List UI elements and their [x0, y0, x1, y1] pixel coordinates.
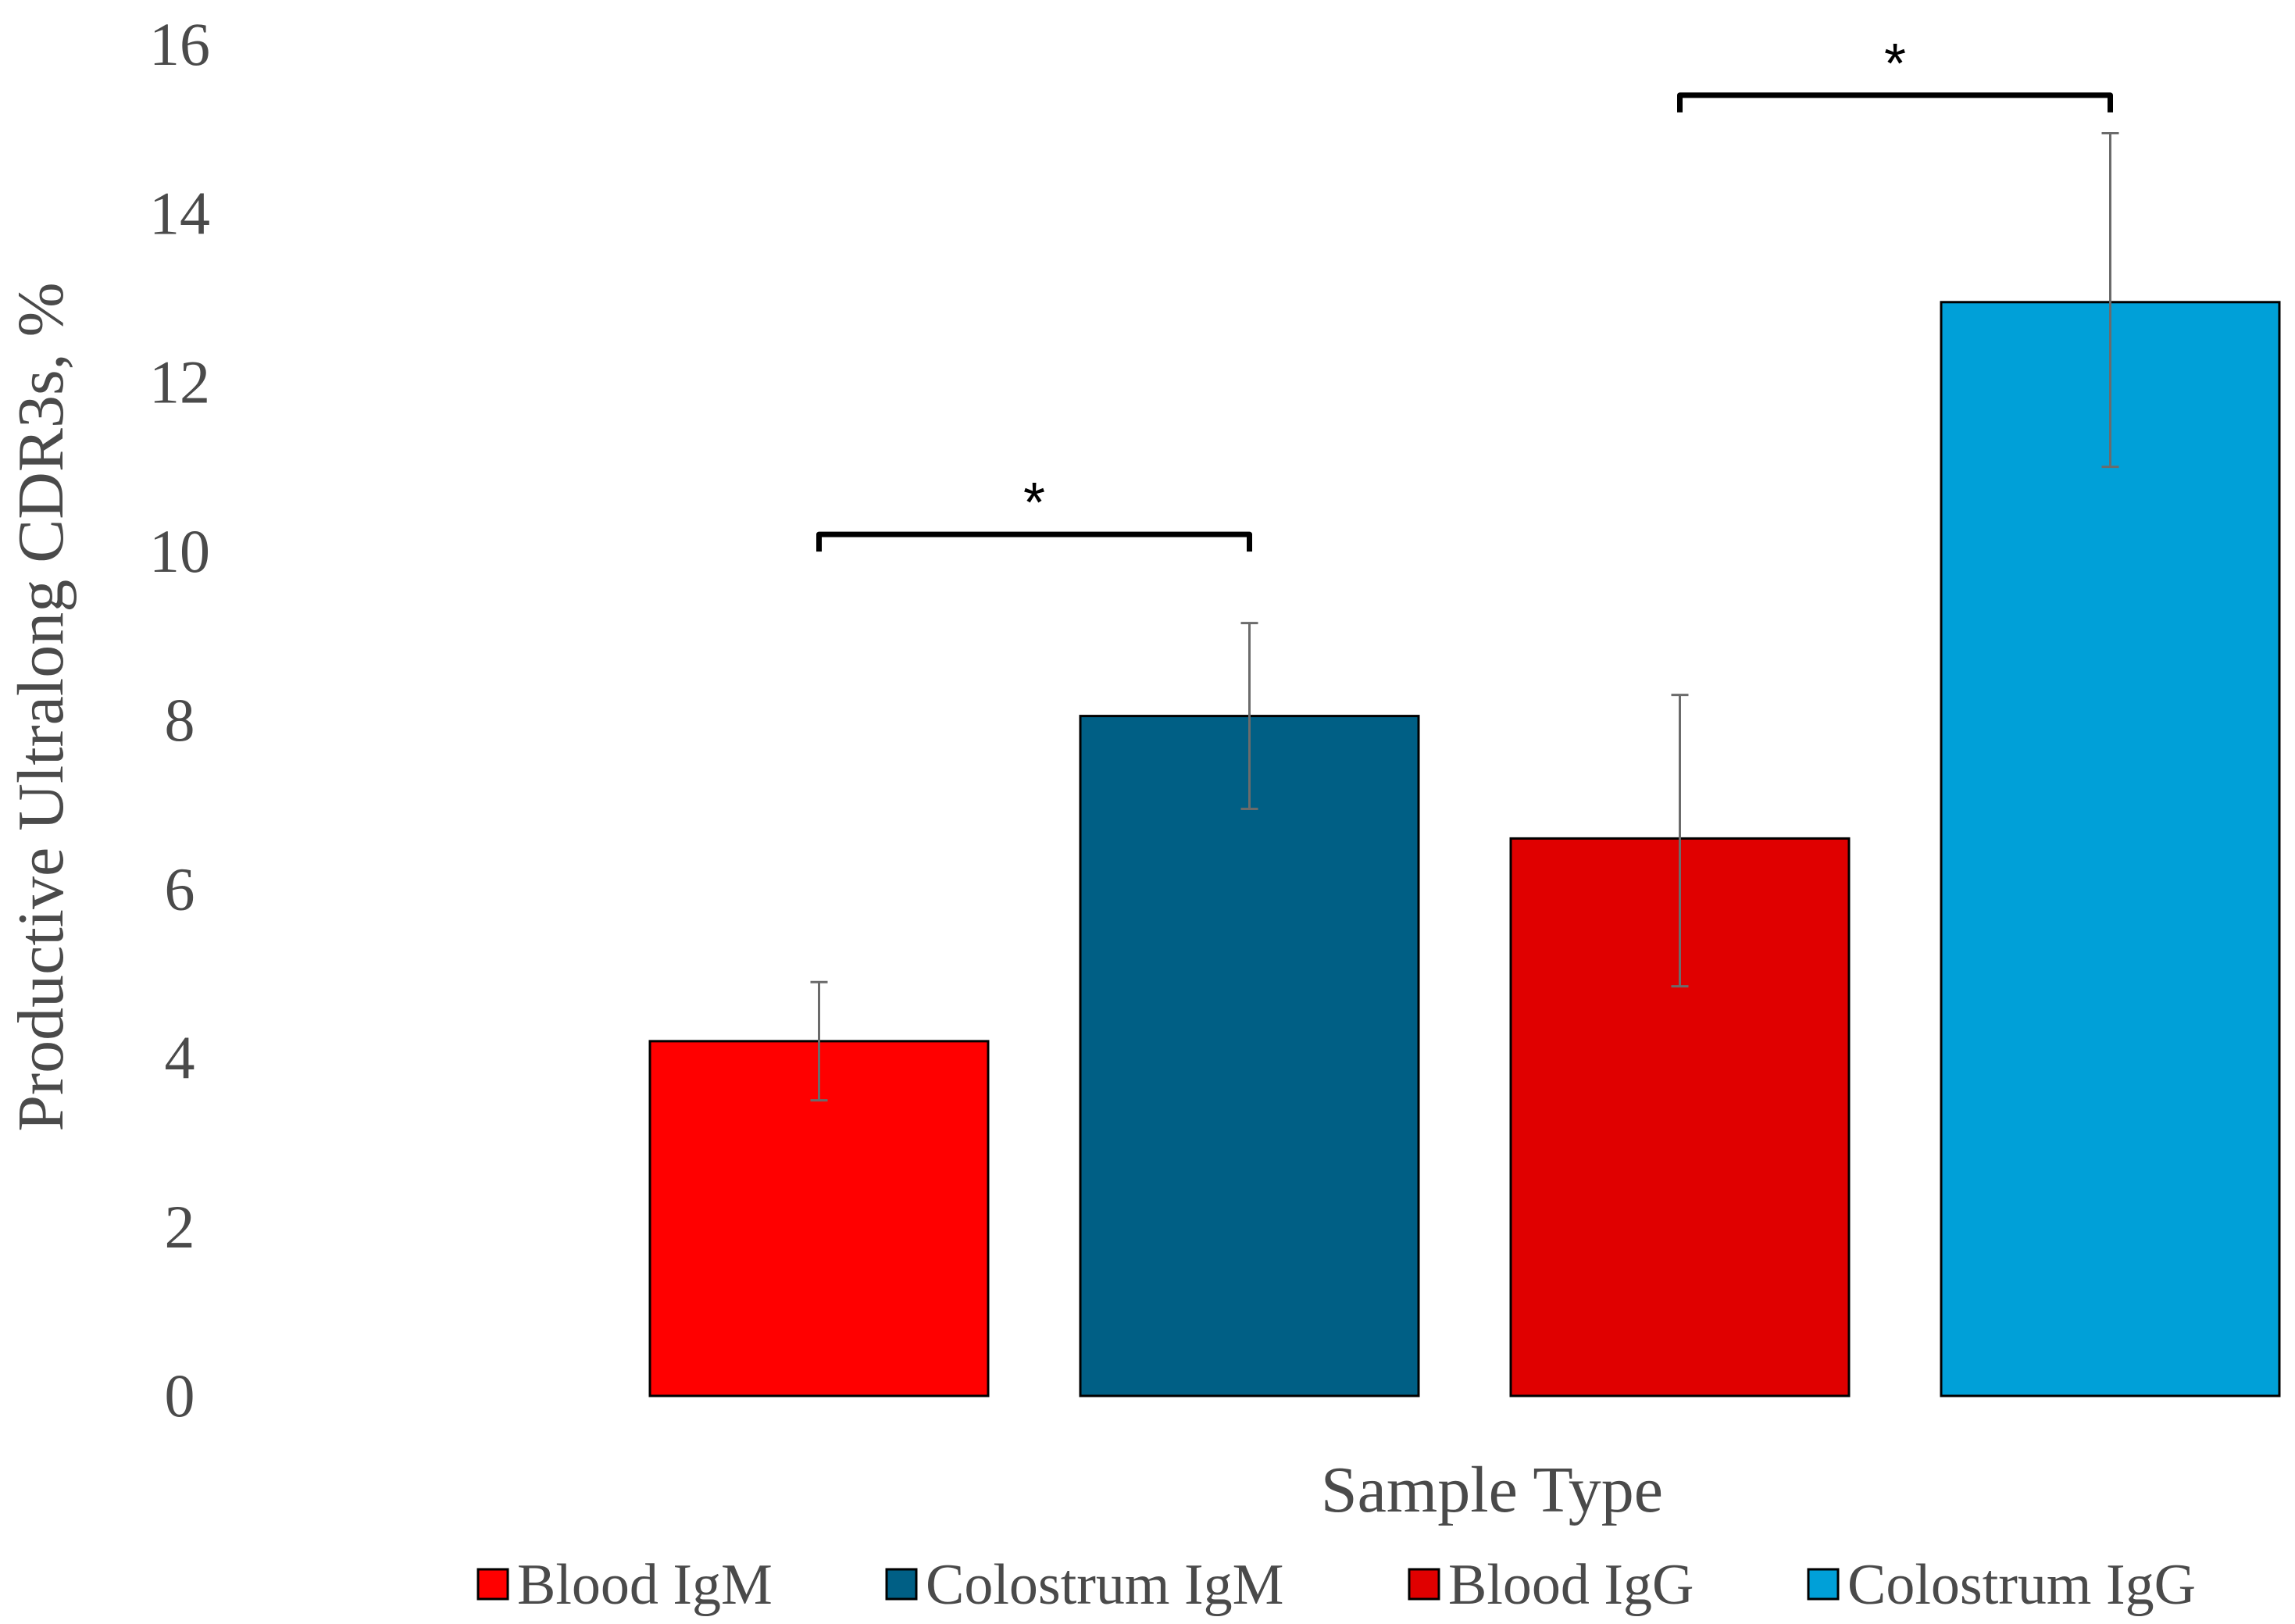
legend: Blood IgM Colostrum IgM Blood IgG Colostrum…: [476, 1553, 2196, 1617]
y-tick-label: 2: [165, 1193, 195, 1261]
significance-bracket: *: [816, 472, 1252, 552]
y-axis-ticks: 0 2 4 6 8 10 12 14 16: [149, 10, 210, 1429]
y-tick-label: 4: [165, 1024, 195, 1092]
error-bar: [1671, 694, 1689, 988]
significance-star: *: [1884, 33, 1906, 95]
error-bar: [1240, 622, 1258, 811]
error-bar: [810, 980, 828, 1102]
legend-item: Colostrum IgM: [885, 1553, 1283, 1617]
significance-bracket: *: [1677, 33, 2113, 112]
legend-swatch: [476, 1568, 509, 1601]
legend-label: Blood IgM: [517, 1553, 773, 1617]
y-tick-label: 16: [149, 10, 210, 78]
y-tick-label: 8: [165, 686, 195, 754]
legend-item: Colostrum IgG: [1807, 1553, 2196, 1617]
y-tick-label: 0: [165, 1362, 195, 1429]
legend-label: Colostrum IgG: [1847, 1553, 2196, 1617]
bracket-line: [816, 531, 1252, 552]
bars: [648, 301, 2281, 1397]
legend-label: Blood IgG: [1448, 1553, 1694, 1617]
legend-item: Blood IgM: [476, 1553, 773, 1617]
y-tick-label: 10: [149, 517, 210, 585]
error-bar: [2101, 132, 2119, 469]
bar-colostrum-igm: [1079, 715, 1420, 1397]
legend-swatch: [1807, 1568, 1840, 1601]
x-axis-title: Sample Type: [1321, 1454, 1663, 1526]
legend-swatch: [1408, 1568, 1440, 1601]
y-tick-label: 12: [149, 348, 210, 416]
y-axis-title: Productive Ultralong CDR3s, %: [5, 282, 77, 1131]
legend-item: Blood IgG: [1408, 1553, 1694, 1617]
legend-label: Colostrum IgM: [926, 1553, 1283, 1617]
significance-star: *: [1023, 472, 1045, 534]
bracket-line: [1677, 92, 2113, 112]
significance-brackets: **: [816, 33, 2113, 552]
y-tick-label: 6: [165, 855, 195, 923]
error-bars: [810, 132, 2119, 1102]
y-tick-label: 14: [149, 179, 210, 247]
legend-swatch: [885, 1568, 918, 1601]
